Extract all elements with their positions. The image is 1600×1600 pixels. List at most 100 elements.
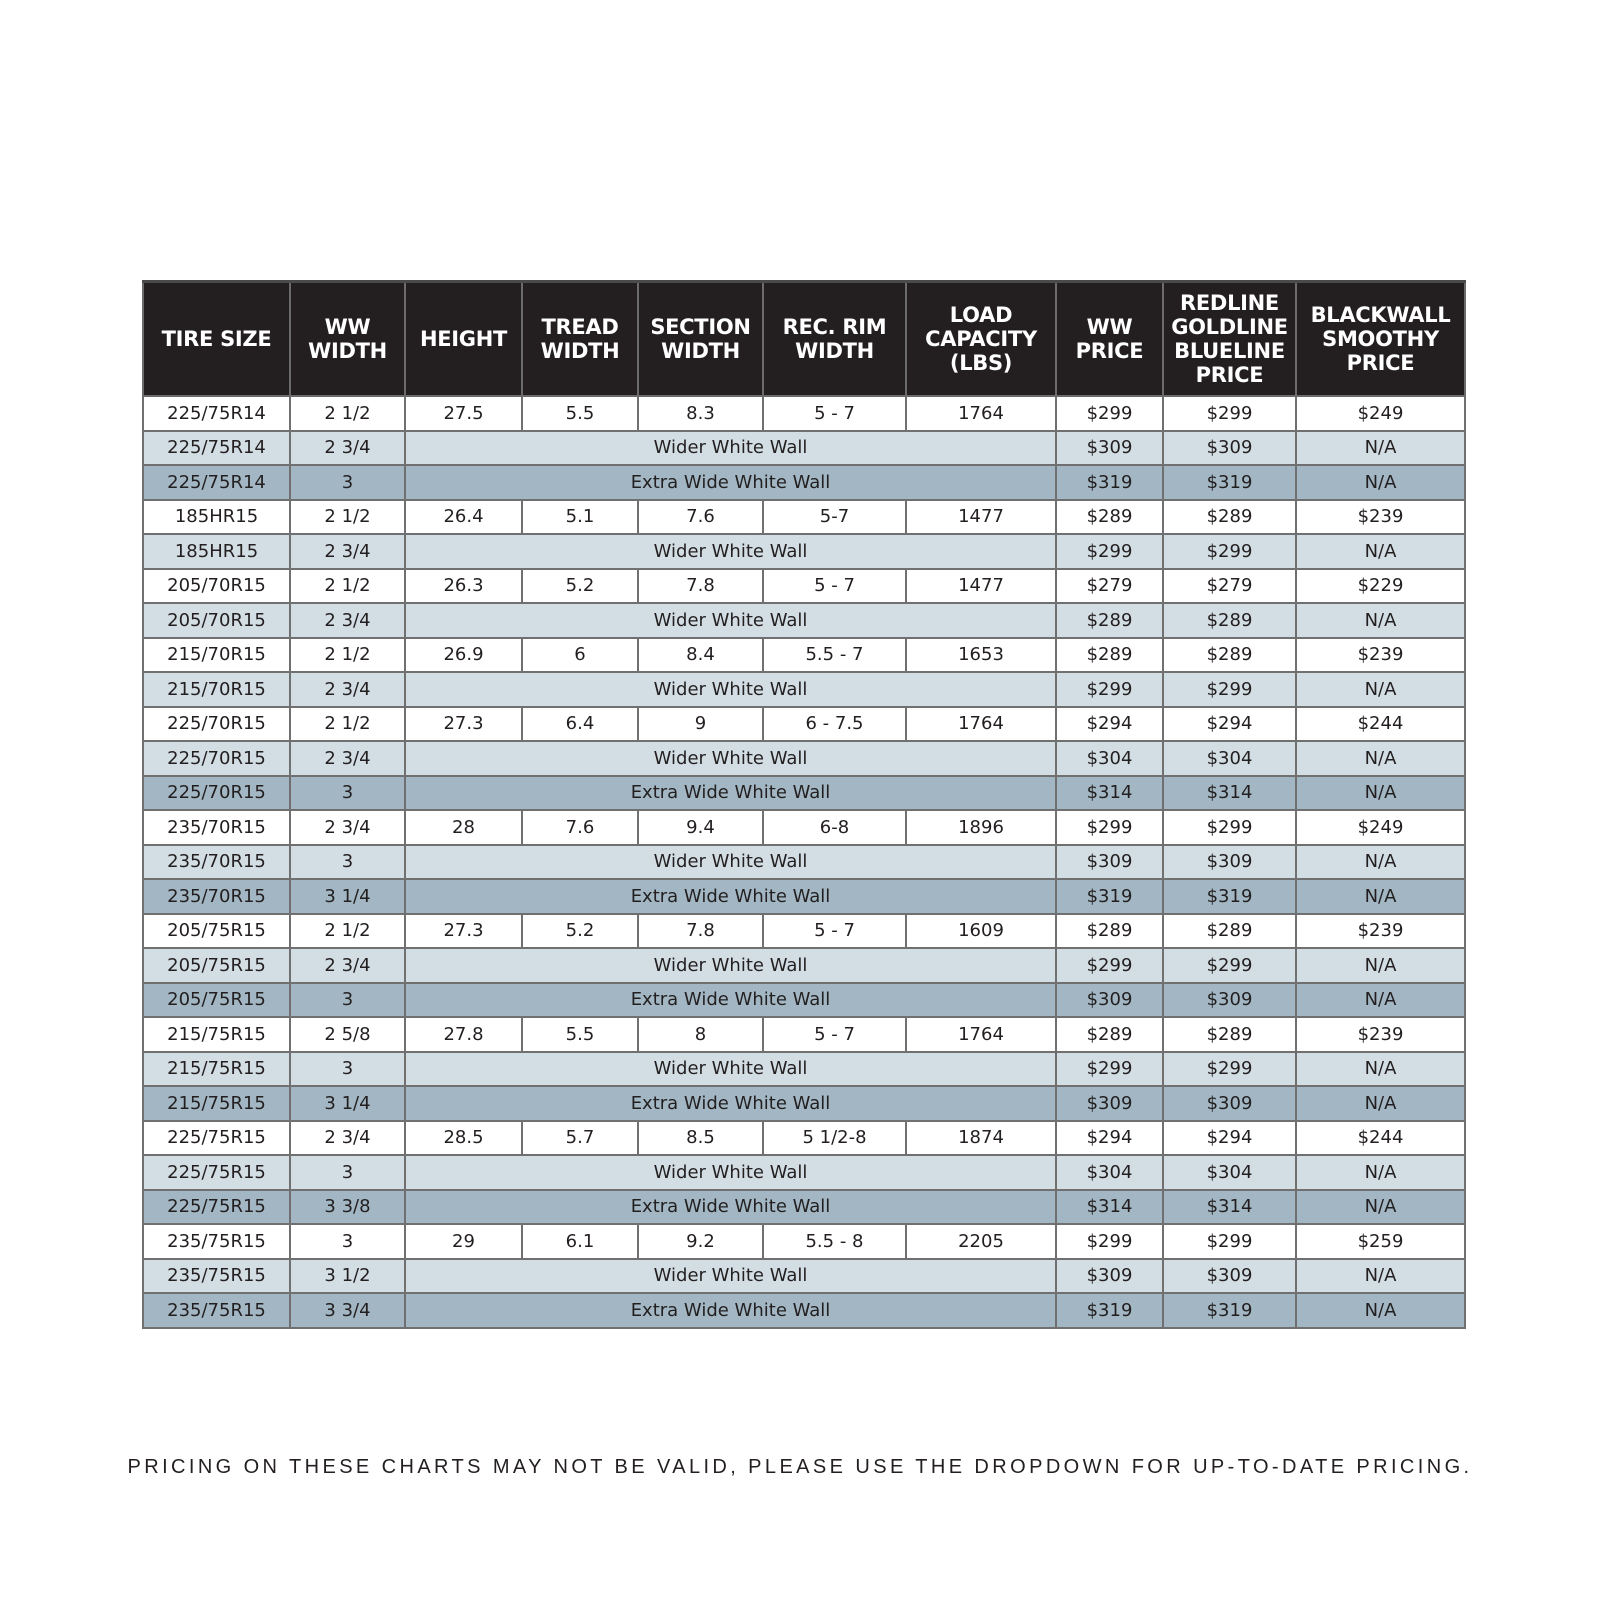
cell-load-capacity: 2205: [905, 1223, 1057, 1260]
cell-section-width: 9.2: [637, 1223, 764, 1260]
cell-blackwall-price: N/A: [1295, 1050, 1466, 1087]
cell-ww-price: $309: [1055, 981, 1164, 1018]
cell-blackwall-price: $244: [1295, 705, 1466, 742]
cell-ww-price: $299: [1055, 809, 1164, 846]
cell-ww-width: 3: [289, 1154, 406, 1191]
cell-tire-size: 235/75R15: [142, 1257, 291, 1294]
table-body: 225/75R14 2 1/2 27.5 5.5 8.3 5 - 7 1764 $299 $29…: [142, 395, 1466, 1329]
cell-ww-width: 3: [289, 981, 406, 1018]
cell-redline-price: $299: [1162, 671, 1297, 708]
header-height: HEIGHT: [404, 280, 523, 397]
cell-tire-size: 235/70R15: [142, 809, 291, 846]
header-section-width: SECTION WIDTH: [637, 280, 764, 397]
table-row: 185HR15 2 1/2 26.4 5.1 7.6 5-7 1477 $289 $289 $23…: [142, 498, 1466, 535]
cell-redline-price: $319: [1162, 464, 1297, 501]
cell-ww-width: 3: [289, 1050, 406, 1087]
cell-ww-price: $299: [1055, 671, 1164, 708]
table-row: 225/75R15 3 3/8 Extra Wide White Wall $314 $…: [142, 1188, 1466, 1225]
cell-ww-width: 3 3/4: [289, 1292, 406, 1329]
cell-height: 27.5: [404, 395, 523, 432]
cell-ww-width: 2 3/4: [289, 429, 406, 466]
cell-section-width: 8.4: [637, 636, 764, 673]
cell-height: 26.3: [404, 567, 523, 604]
cell-blackwall-price: $239: [1295, 912, 1466, 949]
cell-blackwall-price: N/A: [1295, 843, 1466, 880]
tire-size-table: TIRE SIZE WW WIDTH HEIGHT TREAD WIDTH SE…: [142, 280, 1466, 1329]
cell-redline-price: $309: [1162, 1085, 1297, 1122]
cell-ww-price: $299: [1055, 947, 1164, 984]
cell-redline-price: $299: [1162, 395, 1297, 432]
cell-blackwall-price: N/A: [1295, 1154, 1466, 1191]
cell-blackwall-price: N/A: [1295, 1085, 1466, 1122]
cell-ww-price: $304: [1055, 1154, 1164, 1191]
cell-ww-price: $289: [1055, 1016, 1164, 1053]
cell-section-width: 7.8: [637, 567, 764, 604]
header-redline-price: REDLINE GOLDLINE BLUELINE PRICE: [1162, 280, 1297, 397]
table-row: 225/75R14 2 3/4 Wider White Wall $309 $309 N/…: [142, 429, 1466, 466]
cell-ww-price: $309: [1055, 429, 1164, 466]
cell-ww-price: $299: [1055, 395, 1164, 432]
cell-rec-rim-width: 6 - 7.5: [762, 705, 907, 742]
cell-whitewall-note: Extra Wide White Wall: [404, 981, 1057, 1018]
cell-height: 26.9: [404, 636, 523, 673]
header-rec-rim-width: REC. RIM WIDTH: [762, 280, 907, 397]
cell-whitewall-note: Wider White Wall: [404, 429, 1057, 466]
cell-tire-size: 225/70R15: [142, 705, 291, 742]
cell-redline-price: $289: [1162, 1016, 1297, 1053]
cell-ww-price: $319: [1055, 464, 1164, 501]
table-row: 225/75R14 3 Extra Wide White Wall $319 $319 N…: [142, 464, 1466, 501]
cell-ww-width: 3: [289, 843, 406, 880]
cell-whitewall-note: Wider White Wall: [404, 602, 1057, 639]
cell-blackwall-price: N/A: [1295, 671, 1466, 708]
cell-ww-width: 2 1/2: [289, 705, 406, 742]
header-tread-width: TREAD WIDTH: [521, 280, 639, 397]
cell-tread-width: 5.5: [521, 1016, 639, 1053]
cell-tire-size: 225/70R15: [142, 774, 291, 811]
header-load-capacity: LOAD CAPACITY (LBS): [905, 280, 1057, 397]
cell-tread-width: 6.4: [521, 705, 639, 742]
cell-tire-size: 185HR15: [142, 498, 291, 535]
cell-tire-size: 215/75R15: [142, 1050, 291, 1087]
cell-tread-width: 6.1: [521, 1223, 639, 1260]
table-row: 235/75R15 3 3/4 Extra Wide White Wall $319 $…: [142, 1292, 1466, 1329]
cell-redline-price: $299: [1162, 533, 1297, 570]
cell-ww-width: 2 1/2: [289, 395, 406, 432]
cell-whitewall-note: Wider White Wall: [404, 843, 1057, 880]
cell-tread-width: 5.2: [521, 912, 639, 949]
cell-tire-size: 205/75R15: [142, 912, 291, 949]
cell-tire-size: 205/70R15: [142, 567, 291, 604]
table-row: 225/75R15 2 3/4 28.5 5.7 8.5 5 1/2-8 1874 $294 $…: [142, 1119, 1466, 1156]
cell-ww-price: $289: [1055, 636, 1164, 673]
cell-ww-price: $309: [1055, 1085, 1164, 1122]
cell-load-capacity: 1653: [905, 636, 1057, 673]
cell-section-width: 9.4: [637, 809, 764, 846]
cell-ww-width: 3 1/4: [289, 878, 406, 915]
cell-whitewall-note: Wider White Wall: [404, 1050, 1057, 1087]
header-tire-size: TIRE SIZE: [142, 280, 291, 397]
cell-ww-width: 2 3/4: [289, 602, 406, 639]
cell-rec-rim-width: 5.5 - 8: [762, 1223, 907, 1260]
table-row: 225/70R15 2 3/4 Wider White Wall $304 $304 N/…: [142, 740, 1466, 777]
cell-redline-price: $299: [1162, 1050, 1297, 1087]
cell-tread-width: 5.7: [521, 1119, 639, 1156]
cell-blackwall-price: N/A: [1295, 533, 1466, 570]
cell-rec-rim-width: 5-7: [762, 498, 907, 535]
cell-blackwall-price: N/A: [1295, 1188, 1466, 1225]
cell-load-capacity: 1609: [905, 912, 1057, 949]
cell-redline-price: $299: [1162, 947, 1297, 984]
cell-tire-size: 225/75R15: [142, 1188, 291, 1225]
cell-redline-price: $299: [1162, 809, 1297, 846]
cell-load-capacity: 1764: [905, 395, 1057, 432]
cell-tread-width: 5.2: [521, 567, 639, 604]
table-row: 205/75R15 3 Extra Wide White Wall $309 $309 N…: [142, 981, 1466, 1018]
table-row: 235/70R15 2 3/4 28 7.6 9.4 6-8 1896 $299 $299 $24…: [142, 809, 1466, 846]
cell-ww-width: 3: [289, 464, 406, 501]
cell-tire-size: 215/70R15: [142, 671, 291, 708]
cell-ww-width: 2 1/2: [289, 498, 406, 535]
cell-tire-size: 225/75R15: [142, 1154, 291, 1191]
cell-tire-size: 225/75R14: [142, 429, 291, 466]
cell-tread-width: 7.6: [521, 809, 639, 846]
cell-whitewall-note: Wider White Wall: [404, 671, 1057, 708]
cell-ww-price: $319: [1055, 1292, 1164, 1329]
cell-rec-rim-width: 5 1/2-8: [762, 1119, 907, 1156]
